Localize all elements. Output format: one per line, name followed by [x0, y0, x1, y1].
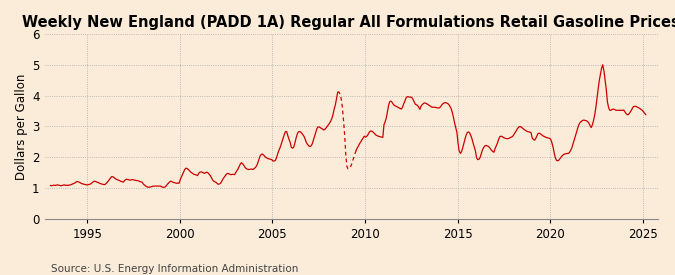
Y-axis label: Dollars per Gallon: Dollars per Gallon — [15, 73, 28, 180]
Text: Source: U.S. Energy Information Administration: Source: U.S. Energy Information Administ… — [51, 264, 298, 274]
Title: Weekly New England (PADD 1A) Regular All Formulations Retail Gasoline Prices: Weekly New England (PADD 1A) Regular All… — [22, 15, 675, 30]
